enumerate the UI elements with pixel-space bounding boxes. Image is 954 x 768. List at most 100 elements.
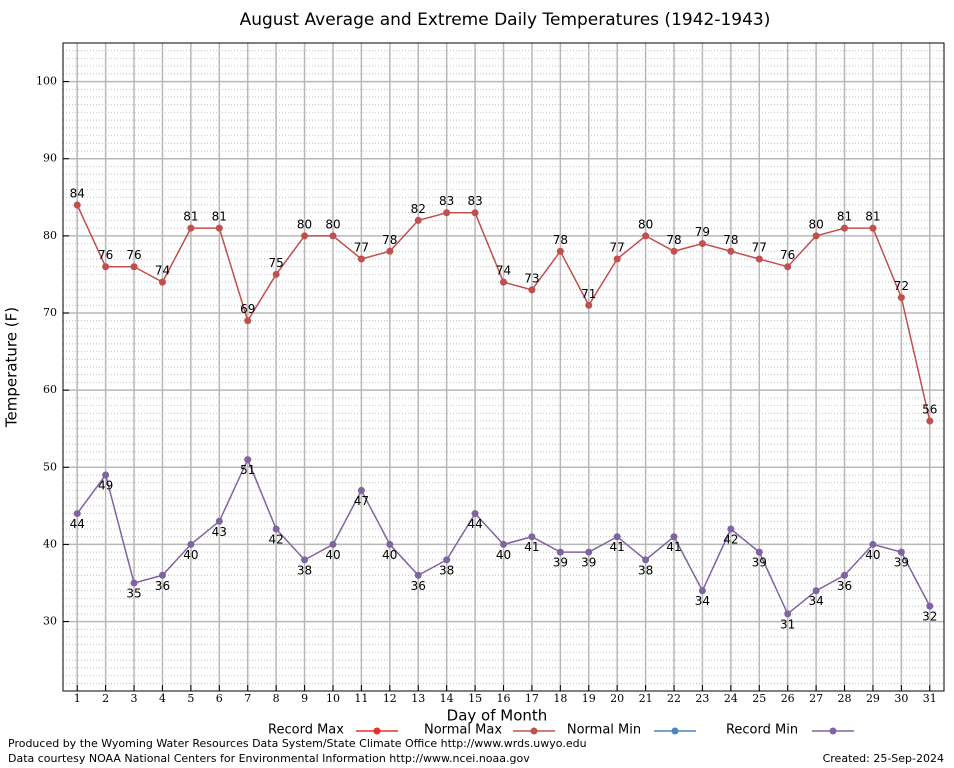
y-tick-label: 30 (43, 615, 57, 628)
x-tick-label: 8 (273, 692, 280, 705)
data-label: 36 (837, 579, 852, 593)
point (443, 209, 451, 217)
x-tick-label: 26 (781, 692, 795, 705)
data-label: 81 (837, 210, 852, 224)
y-tick-label: 70 (43, 306, 57, 319)
point (500, 540, 507, 548)
point (812, 232, 820, 240)
point (727, 525, 735, 533)
point (215, 517, 223, 525)
x-tick-label: 30 (894, 692, 908, 705)
x-tick-label: 18 (553, 692, 567, 705)
point (244, 317, 252, 325)
data-label: 44 (70, 517, 85, 531)
x-tick-label: 20 (610, 692, 624, 705)
x-tick-label: 31 (923, 692, 937, 705)
point (784, 610, 792, 618)
x-tick-label: 3 (131, 692, 138, 705)
data-label: 75 (269, 256, 284, 270)
legend-label: Normal Max (424, 723, 502, 738)
data-label: 41 (610, 540, 625, 554)
data-label: 56 (922, 403, 937, 417)
data-label: 76 (126, 248, 141, 262)
y-tick-label: 100 (36, 75, 57, 88)
y-axis-label: Temperature (F) (3, 307, 21, 428)
data-label: 49 (98, 479, 113, 493)
data-label: 34 (808, 594, 823, 608)
point (102, 471, 110, 479)
legend-marker (829, 727, 837, 735)
point (613, 255, 621, 263)
x-tick-label: 28 (838, 692, 852, 705)
data-label: 80 (638, 217, 653, 231)
point (585, 548, 593, 556)
data-label: 42 (723, 533, 738, 547)
plot-frame (62, 42, 945, 692)
point (386, 247, 394, 255)
data-label: 41 (524, 540, 539, 554)
data-label: 44 (467, 517, 482, 531)
x-tick-label: 22 (667, 692, 681, 705)
point (585, 301, 593, 309)
point (357, 486, 365, 494)
point (386, 540, 394, 548)
x-tick-label: 25 (752, 692, 766, 705)
data-label: 39 (581, 556, 596, 570)
legend-marker (373, 727, 381, 735)
point (613, 533, 621, 541)
data-label: 40 (183, 548, 198, 562)
point (528, 533, 536, 541)
point (414, 571, 422, 579)
data-label: 43 (212, 525, 227, 539)
point (414, 216, 422, 224)
point (784, 263, 792, 271)
x-tick-label: 7 (244, 692, 251, 705)
point (158, 571, 166, 579)
point (926, 602, 934, 610)
point (187, 224, 195, 232)
legend-label: Record Max (268, 723, 344, 738)
footer-created: Created: 25-Sep-2024 (823, 752, 944, 765)
data-label: 76 (98, 248, 113, 262)
x-tick-label: 5 (187, 692, 194, 705)
data-label: 77 (610, 241, 625, 255)
data-label: 71 (581, 287, 596, 301)
data-label: 31 (780, 617, 795, 631)
point (755, 255, 763, 263)
point (471, 209, 479, 217)
data-label: 34 (695, 594, 710, 608)
point (897, 548, 905, 556)
point (556, 247, 564, 255)
point (73, 201, 81, 209)
data-label: 51 (240, 463, 255, 477)
x-tick-label: 29 (866, 692, 880, 705)
x-tick-label: 12 (383, 692, 397, 705)
y-tick-label: 80 (43, 229, 57, 242)
data-label: 40 (496, 548, 511, 562)
data-label: 78 (553, 233, 568, 247)
data-label: 77 (752, 241, 767, 255)
y-tick-label: 40 (43, 537, 57, 550)
point (556, 548, 564, 556)
data-label: 38 (297, 563, 312, 577)
data-label: 78 (666, 233, 681, 247)
point (272, 270, 280, 278)
point (130, 263, 138, 271)
data-label: 80 (325, 217, 340, 231)
data-label: 78 (382, 233, 397, 247)
point (130, 579, 138, 587)
data-label: 80 (808, 217, 823, 231)
x-tick-label: 11 (354, 692, 368, 705)
point (698, 587, 706, 595)
point (187, 540, 195, 548)
point (727, 247, 735, 255)
y-tick-label: 60 (43, 383, 57, 396)
point (215, 224, 223, 232)
data-label: 40 (865, 548, 880, 562)
data-label: 41 (666, 540, 681, 554)
point (869, 224, 877, 232)
data-label: 42 (269, 533, 284, 547)
point (869, 540, 877, 548)
x-tick-label: 23 (695, 692, 709, 705)
